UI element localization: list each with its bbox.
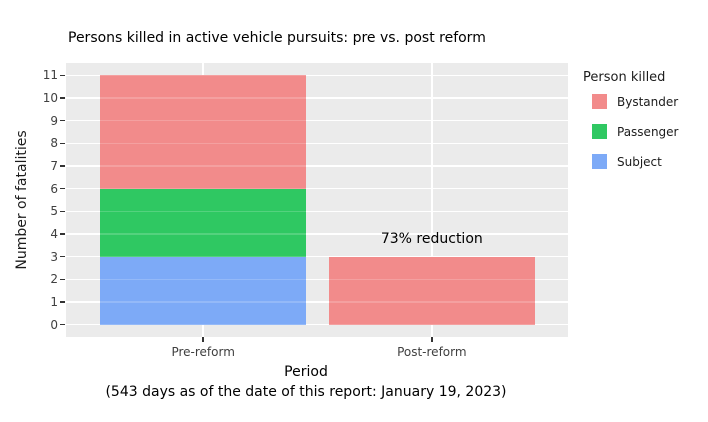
gridline-overlay-y-1	[66, 301, 569, 303]
y-tickmark-9	[60, 119, 65, 122]
y-tickmark-0	[60, 323, 65, 326]
gridline-overlay-y-9	[66, 119, 569, 122]
gridline-overlay-y-5	[66, 210, 569, 213]
x-tickmark-1	[431, 337, 433, 342]
gridline-overlay-y-7	[66, 165, 569, 167]
y-tick-label-2: 2	[50, 272, 58, 287]
legend-item-bystander[interactable]: Bystander	[592, 94, 703, 109]
legend-items: Bystander Passenger Subject	[583, 94, 703, 169]
gridline-overlay-y-0	[66, 323, 569, 326]
bar-segment-subject-0[interactable]	[100, 256, 307, 325]
gridline-overlay-y-10	[66, 97, 569, 99]
annotation-reduction: 73% reduction	[380, 230, 483, 247]
legend-swatch-subject	[592, 154, 607, 169]
y-tickmark-10	[60, 97, 65, 99]
legend-label: Passenger	[617, 124, 679, 139]
gridline-y-3	[66, 255, 569, 258]
gridline-y-8	[66, 142, 569, 145]
legend-swatch-passenger	[592, 124, 607, 139]
gridline-y-9	[66, 119, 569, 122]
y-tickmark-6	[60, 187, 65, 190]
x-tick-label-0: Pre-reform	[171, 345, 235, 359]
y-tickmark-8	[60, 142, 65, 145]
y-tickmark-4	[60, 233, 65, 235]
legend-label: Bystander	[617, 94, 679, 109]
y-tick-label-4: 4	[50, 226, 58, 241]
y-tick-label-1: 1	[50, 294, 58, 309]
plot-panel: 73% reduction	[66, 63, 569, 337]
y-tick-label-3: 3	[50, 249, 58, 264]
bar-segment-bystander-0[interactable]	[100, 75, 307, 189]
x-axis-note: (543 days as of the date of this report:…	[105, 384, 507, 400]
x-axis-block: Period (543 days as of the date of this …	[56, 364, 556, 400]
legend-item-passenger[interactable]: Passenger	[592, 124, 703, 139]
x-axis-title: Period	[284, 364, 328, 380]
gridline-y-6	[66, 187, 569, 190]
legend-item-subject[interactable]: Subject	[592, 154, 703, 169]
y-tickmark-1	[60, 301, 65, 303]
gridline-overlay-y-4	[66, 233, 569, 235]
y-tickmark-7	[60, 165, 65, 167]
gridline-y-1	[66, 301, 569, 303]
gridline-y-10	[66, 97, 569, 99]
gridline-x-edge	[567, 63, 569, 337]
x-tickmark-0	[202, 337, 204, 342]
gridline-y-0	[66, 323, 569, 326]
legend-label: Subject	[617, 154, 662, 169]
gridline-y-11	[66, 74, 569, 77]
gridline-overlay-y-8	[66, 142, 569, 145]
legend: Person killed Bystander Passenger Subject	[583, 70, 703, 184]
gridline-overlay-y-6	[66, 187, 569, 190]
bar-segment-passenger-0[interactable]	[100, 188, 307, 257]
bar-segment-bystander-1[interactable]	[328, 256, 535, 325]
gridline-y-4	[66, 233, 569, 235]
x-tick-label-1: Post-reform	[397, 345, 467, 359]
y-tick-label-11: 11	[42, 68, 58, 83]
y-tickmark-11	[60, 74, 65, 77]
legend-swatch-bystander	[592, 94, 607, 109]
y-tick-label-8: 8	[50, 136, 58, 151]
y-tick-label-0: 0	[50, 317, 58, 332]
gridline-y-5	[66, 210, 569, 213]
gridline-y-2	[66, 278, 569, 280]
y-tick-label-7: 7	[50, 159, 58, 174]
gridline-x-1	[431, 63, 433, 337]
gridline-overlay-y-2	[66, 278, 569, 280]
y-tickmark-3	[60, 255, 65, 258]
y-tick-label-5: 5	[50, 204, 58, 219]
gridline-y-7	[66, 165, 569, 167]
y-tick-label-6: 6	[50, 181, 58, 196]
gridline-overlay-y-11	[66, 74, 569, 77]
y-tick-label-9: 9	[50, 113, 58, 128]
y-tick-label-10: 10	[42, 91, 58, 106]
gridline-overlay-y-3	[66, 255, 569, 258]
legend-title: Person killed	[583, 70, 666, 85]
y-tickmark-5	[60, 210, 65, 213]
y-tickmark-2	[60, 278, 65, 280]
chart-title: Persons killed in active vehicle pursuit…	[68, 30, 486, 46]
